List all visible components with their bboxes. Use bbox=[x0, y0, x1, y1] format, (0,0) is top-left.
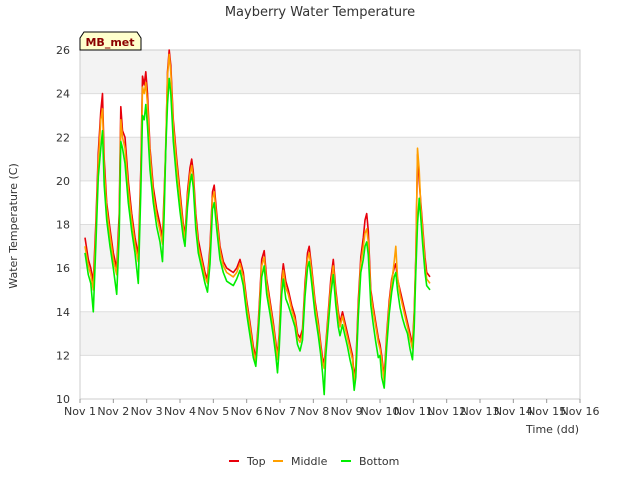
x-axis-label: Time (dd) bbox=[525, 423, 579, 436]
x-tick-label: Nov 14 bbox=[494, 405, 533, 418]
x-tick-label: Nov 6 bbox=[231, 405, 263, 418]
x-tick-label: Nov 7 bbox=[264, 405, 296, 418]
y-tick-label: 20 bbox=[56, 175, 70, 188]
x-tick-label: Nov 12 bbox=[427, 405, 466, 418]
x-tick-label: Nov 2 bbox=[97, 405, 129, 418]
y-tick-label: 14 bbox=[56, 306, 70, 319]
plot-frame bbox=[79, 49, 581, 400]
x-tick-label: Nov 15 bbox=[527, 405, 566, 418]
x-tick-label: Nov 3 bbox=[131, 405, 163, 418]
background-band bbox=[80, 355, 580, 399]
series-line-bottom bbox=[84, 77, 431, 396]
y-tick-label: 22 bbox=[56, 131, 70, 144]
x-tick-label: Nov 9 bbox=[331, 405, 363, 418]
background-band bbox=[80, 311, 580, 356]
y-tick-label: 12 bbox=[56, 349, 70, 362]
background-band bbox=[80, 93, 580, 138]
x-axis-ticks: Nov 1 Nov 2 Nov 3 Nov 4 Nov 5 Nov 6 Nov 7 Nov 8… bbox=[64, 399, 599, 418]
legend-label-middle: Middle bbox=[291, 455, 328, 468]
x-tick-label: Nov 5 bbox=[197, 405, 229, 418]
station-badge-shape bbox=[79, 31, 142, 51]
x-tick-label: Nov 1 bbox=[64, 405, 96, 418]
y-axis-label: Water Temperature (C) bbox=[7, 163, 20, 288]
legend: Top Middle Bottom bbox=[229, 455, 399, 468]
series-line-middle bbox=[84, 53, 431, 383]
x-tick-label: Nov 13 bbox=[461, 405, 500, 418]
x-tick-label: Nov 16 bbox=[561, 405, 600, 418]
background-band bbox=[80, 224, 580, 269]
background-band bbox=[80, 50, 580, 94]
y-tick-label: 26 bbox=[56, 44, 70, 57]
x-tick-label: Nov 8 bbox=[297, 405, 329, 418]
y-axis-ticks: 10 12 14 16 18 20 22 24 26 bbox=[56, 44, 70, 406]
x-tick-label: Nov 10 bbox=[361, 405, 400, 418]
y-tick-label: 10 bbox=[56, 393, 70, 406]
station-badge-label: MB_met bbox=[85, 36, 134, 49]
station-badge: MB_met bbox=[79, 31, 142, 51]
x-tick-label: Nov 4 bbox=[164, 405, 196, 418]
legend-label-bottom: Bottom bbox=[359, 455, 399, 468]
x-tick-label: Nov 11 bbox=[394, 405, 433, 418]
y-tick-label: 18 bbox=[56, 219, 70, 232]
background-band bbox=[80, 137, 580, 181]
y-tick-label: 16 bbox=[56, 262, 70, 275]
legend-label-top: Top bbox=[246, 455, 266, 468]
y-tick-label: 24 bbox=[56, 88, 70, 101]
series-lines bbox=[84, 49, 431, 396]
chart-title: Mayberry Water Temperature bbox=[225, 5, 415, 20]
